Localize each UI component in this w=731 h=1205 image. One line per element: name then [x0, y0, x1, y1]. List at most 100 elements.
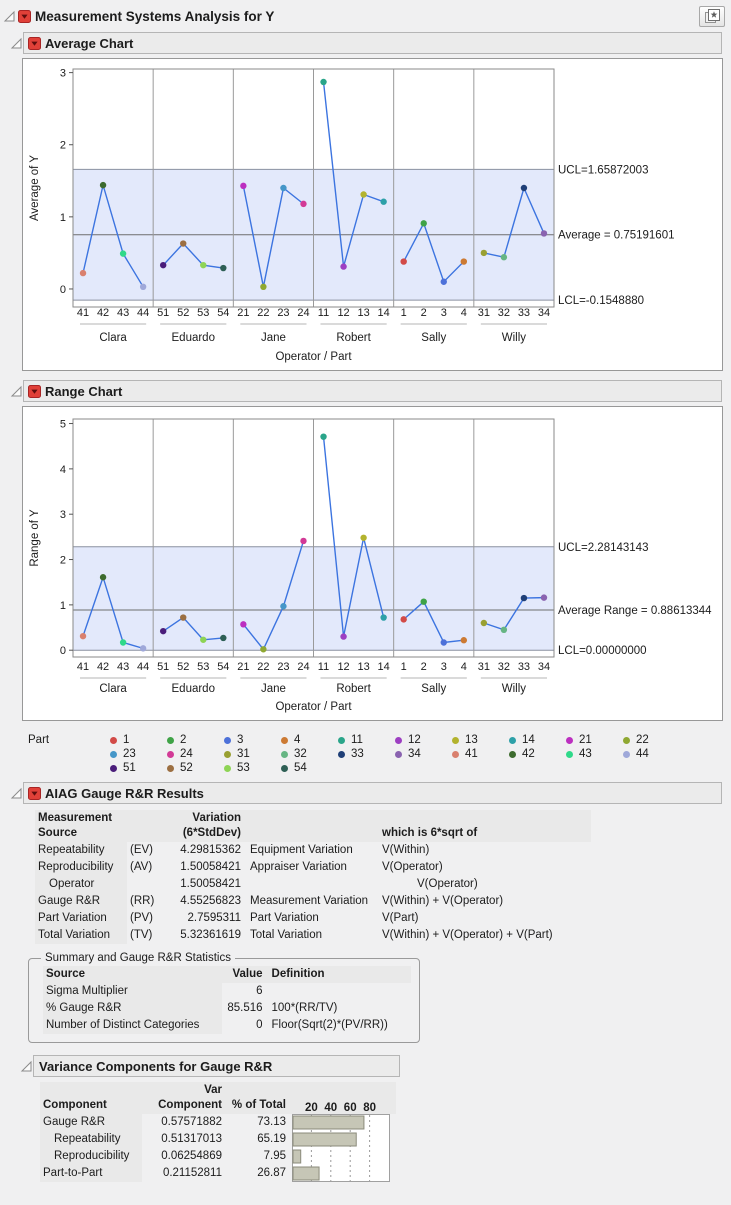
legend-item-part-52[interactable]: 52 — [165, 761, 222, 775]
legend-item-part-12[interactable]: 12 — [393, 733, 450, 747]
legend-item-part-31[interactable]: 31 — [222, 747, 279, 761]
point-part-2[interactable] — [420, 598, 427, 605]
point-part-14[interactable] — [380, 198, 387, 205]
legend-item-part-43[interactable]: 43 — [564, 747, 621, 761]
point-part-24[interactable] — [300, 537, 307, 545]
legend-item-part-41[interactable]: 41 — [450, 747, 507, 761]
point-part-4[interactable] — [460, 637, 468, 644]
point-part-44[interactable] — [139, 283, 147, 291]
pct-bar-repeatability[interactable] — [292, 1132, 357, 1147]
disclosure-triangle-icon[interactable] — [20, 1060, 33, 1073]
point-part-12[interactable] — [340, 263, 347, 270]
point-part-22[interactable] — [260, 283, 267, 291]
legend-item-part-32[interactable]: 32 — [279, 747, 336, 761]
legend-item-part-14[interactable]: 14 — [507, 733, 564, 747]
point-part-41[interactable] — [79, 269, 87, 277]
pct-bar-gauge-r-r[interactable] — [292, 1115, 365, 1130]
point-part-34[interactable] — [540, 594, 548, 601]
red-triangle-menu-icon[interactable] — [18, 9, 31, 23]
red-triangle-menu-icon[interactable] — [28, 786, 41, 800]
legend-item-part-3[interactable]: 3 — [222, 733, 279, 747]
disclosure-triangle-icon[interactable] — [3, 10, 16, 23]
pct-bar-part-to-part[interactable] — [292, 1166, 320, 1181]
point-part-32[interactable] — [500, 626, 508, 633]
point-part-11[interactable] — [320, 433, 327, 440]
summary-panel-title: Summary and Gauge R&R Statistics — [45, 952, 231, 964]
point-part-43[interactable] — [119, 639, 127, 646]
point-part-3[interactable] — [440, 639, 447, 646]
legend-item-part-1[interactable]: 1 — [108, 733, 165, 747]
part-tick-label: 3 — [441, 307, 447, 319]
disclosure-triangle-icon[interactable] — [10, 37, 23, 50]
point-part-2[interactable] — [420, 220, 427, 227]
point-part-1[interactable] — [400, 616, 407, 623]
pct-of-total-value: 7.95 — [263, 1150, 286, 1162]
column-header-component: Component — [40, 1082, 142, 1114]
point-part-42[interactable] — [99, 574, 107, 581]
point-part-51[interactable] — [159, 261, 167, 269]
point-part-53[interactable] — [200, 261, 207, 269]
legend-item-part-11[interactable]: 11 — [336, 733, 393, 747]
legend-item-part-51[interactable]: 51 — [108, 761, 165, 775]
point-part-53[interactable] — [200, 636, 207, 643]
legend-item-part-42[interactable]: 42 — [507, 747, 564, 761]
point-part-11[interactable] — [320, 78, 327, 86]
legend-item-part-34[interactable]: 34 — [393, 747, 450, 761]
point-part-3[interactable] — [440, 278, 447, 285]
legend-item-part-33[interactable]: 33 — [336, 747, 393, 761]
point-part-52[interactable] — [180, 240, 187, 247]
point-part-23[interactable] — [280, 184, 287, 192]
legend-item-part-13[interactable]: 13 — [450, 733, 507, 747]
point-part-43[interactable] — [119, 250, 127, 257]
series-line — [483, 596, 544, 631]
point-part-44[interactable] — [139, 645, 147, 652]
legend-item-part-53[interactable]: 53 — [222, 761, 279, 775]
point-part-23[interactable] — [280, 603, 287, 610]
point-part-13[interactable] — [360, 534, 367, 541]
legend-item-part-23[interactable]: 23 — [108, 747, 165, 761]
point-part-31[interactable] — [480, 249, 488, 257]
point-part-21[interactable] — [240, 621, 247, 628]
pct-bar-reproducibility[interactable] — [292, 1149, 302, 1164]
point-part-13[interactable] — [360, 191, 367, 198]
red-triangle-menu-icon[interactable] — [28, 36, 41, 50]
part-tick-label: 53 — [197, 661, 209, 673]
point-part-14[interactable] — [380, 614, 387, 621]
point-part-32[interactable] — [500, 254, 508, 261]
point-part-54[interactable] — [220, 264, 227, 272]
point-part-12[interactable] — [340, 633, 347, 640]
point-part-41[interactable] — [79, 632, 87, 640]
point-part-22[interactable] — [260, 646, 267, 653]
var-component-value: 0.57571882 — [161, 1116, 222, 1128]
point-part-33[interactable] — [520, 594, 528, 602]
column-header-var-component: Var Component — [142, 1082, 228, 1114]
legend-item-part-24[interactable]: 24 — [165, 747, 222, 761]
part-tick-label: 11 — [318, 661, 329, 673]
legend-item-part-4[interactable]: 4 — [279, 733, 336, 747]
point-part-34[interactable] — [540, 230, 548, 237]
legend-item-part-54[interactable]: 54 — [279, 761, 336, 775]
pct-of-total-value: 73.13 — [257, 1116, 286, 1128]
disclosure-triangle-icon[interactable] — [10, 787, 23, 800]
point-part-24[interactable] — [300, 200, 307, 208]
point-part-33[interactable] — [520, 184, 528, 192]
column-header-blank — [247, 810, 379, 842]
point-part-21[interactable] — [240, 182, 247, 190]
legend-item-part-21[interactable]: 21 — [564, 733, 621, 747]
point-part-51[interactable] — [159, 627, 167, 635]
point-part-52[interactable] — [180, 614, 187, 621]
point-part-42[interactable] — [99, 181, 107, 189]
red-triangle-menu-icon[interactable] — [28, 384, 41, 398]
point-part-4[interactable] — [460, 258, 468, 265]
legend-swatch-icon — [338, 736, 345, 744]
disclosure-triangle-icon[interactable] — [10, 385, 23, 398]
layered-star-icon-button[interactable] — [699, 5, 725, 27]
legend-item-part-44[interactable]: 44 — [621, 747, 678, 761]
legend-item-part-2[interactable]: 2 — [165, 733, 222, 747]
point-part-54[interactable] — [220, 634, 227, 642]
legend-item-part-22[interactable]: 22 — [621, 733, 678, 747]
point-part-31[interactable] — [480, 619, 488, 627]
point-part-1[interactable] — [400, 258, 407, 265]
